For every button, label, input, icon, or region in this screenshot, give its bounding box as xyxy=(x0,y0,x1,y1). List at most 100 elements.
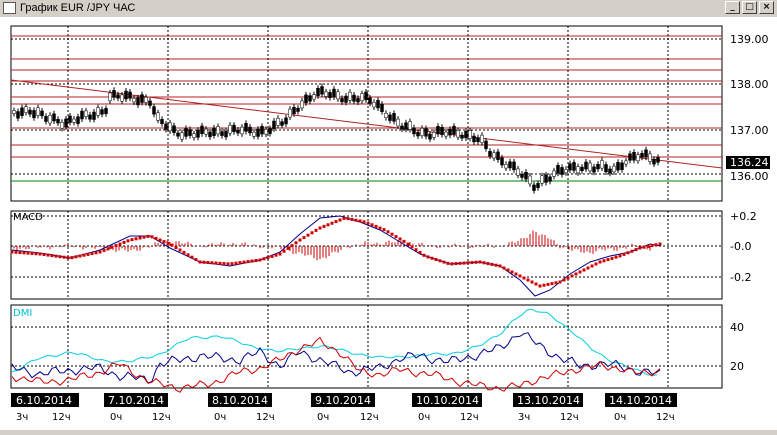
macd-signal-dot xyxy=(390,232,394,236)
hour-label-6: 12ч xyxy=(256,412,275,423)
macd-signal-dot xyxy=(490,262,494,266)
candle-body xyxy=(32,110,36,119)
macd-signal-dot xyxy=(426,255,430,259)
candle-body xyxy=(444,131,448,137)
hour-label-7: 0ч xyxy=(317,412,329,423)
macd-axis-plus02: +0.2 xyxy=(730,210,757,223)
candle-body xyxy=(72,118,76,123)
macd-signal-dot xyxy=(150,235,154,239)
candle-body xyxy=(368,97,372,104)
candle-body xyxy=(244,123,248,132)
macd-signal-dot xyxy=(10,250,14,254)
macd-signal-dot xyxy=(374,224,378,228)
macd-signal-dot xyxy=(434,258,438,262)
candle-body xyxy=(164,123,168,130)
macd-signal-dot xyxy=(586,266,590,270)
candle-body xyxy=(396,118,400,127)
macd-signal-dot xyxy=(386,230,390,234)
candle-body xyxy=(156,112,160,121)
candle-body xyxy=(436,126,440,135)
macd-signal-dot xyxy=(98,250,102,254)
hour-label-4: 12ч xyxy=(152,412,171,423)
macd-signal-dot xyxy=(58,255,62,259)
candle-body xyxy=(344,95,348,103)
candle-body xyxy=(20,107,24,117)
candle-body xyxy=(212,127,216,136)
macd-signal-dot xyxy=(258,258,262,262)
macd-signal-dot xyxy=(510,270,514,274)
candle-body xyxy=(452,125,456,135)
candle-body xyxy=(240,126,244,135)
macd-signal-dot xyxy=(638,246,642,250)
candle-body xyxy=(408,121,412,130)
candle-body xyxy=(512,161,516,171)
close-button[interactable]: × xyxy=(759,1,774,14)
macd-signal-dot xyxy=(226,262,230,266)
candle-body xyxy=(460,134,464,139)
macd-signal-dot xyxy=(354,218,358,222)
candle-body xyxy=(48,114,52,124)
candle-body xyxy=(136,97,140,106)
candle-body xyxy=(516,168,520,176)
candle-body xyxy=(320,86,324,95)
chart-svg[interactable]: 139.00 138.00 137.00 136.00 136.24 MACD … xyxy=(0,18,777,430)
date-box-4 xyxy=(311,393,375,407)
candle-body xyxy=(112,90,116,98)
macd-signal-dot xyxy=(174,246,178,250)
macd-signal-dot xyxy=(310,231,314,235)
candle-body xyxy=(68,115,72,123)
candle-body xyxy=(200,125,204,134)
candle-body xyxy=(608,168,612,174)
candle-body xyxy=(420,128,424,136)
price-candles xyxy=(12,83,660,194)
candle-body xyxy=(508,161,512,169)
macd-signal-dot xyxy=(618,254,622,258)
candle-body xyxy=(456,130,460,138)
macd-signal-dot xyxy=(138,236,142,240)
date-box-3 xyxy=(208,393,272,407)
macd-signal-dot xyxy=(582,268,586,272)
candle-body xyxy=(60,122,64,129)
macd-signal-dot xyxy=(414,248,418,252)
macd-axis-minus02: -0.2 xyxy=(730,271,751,284)
date-box-2 xyxy=(104,393,168,407)
macd-signal-dot xyxy=(118,242,122,246)
candle-body xyxy=(476,137,480,143)
chart-area[interactable]: 139.00 138.00 137.00 136.00 136.24 MACD … xyxy=(0,18,777,430)
candle-body xyxy=(28,109,32,115)
macd-signal-dot xyxy=(554,281,558,285)
minimize-button[interactable]: _ xyxy=(725,1,740,14)
macd-signal-dot xyxy=(498,264,502,268)
macd-signal-dot xyxy=(322,224,326,228)
candle-body xyxy=(388,114,392,121)
macd-signal-dot xyxy=(486,262,490,266)
candle-body xyxy=(612,165,616,173)
candle-body xyxy=(144,96,148,103)
candle-body xyxy=(40,110,44,117)
macd-signal-dot xyxy=(406,242,410,246)
candle-body xyxy=(268,128,272,134)
macd-signal-dot xyxy=(630,249,634,253)
candle-body xyxy=(588,162,592,172)
hour-label-1: 3ч xyxy=(16,412,28,423)
dmi-panel-frame xyxy=(10,304,723,389)
candle-body xyxy=(428,133,432,140)
macd-signal-dot xyxy=(458,261,462,265)
macd-signal-dot xyxy=(186,253,190,257)
macd-signal-dot xyxy=(74,255,78,259)
candle-body xyxy=(276,117,280,126)
candle-body xyxy=(184,128,188,137)
maximize-button[interactable]: □ xyxy=(742,1,757,14)
macd-signal-dot xyxy=(102,248,106,252)
candle-body xyxy=(252,131,256,137)
macd-signal-dot xyxy=(482,261,486,265)
macd-grid xyxy=(11,211,722,299)
candle-body xyxy=(332,88,336,98)
macd-signal-dot xyxy=(202,260,206,264)
candle-body xyxy=(572,162,576,171)
hour-label-2: 12ч xyxy=(52,412,71,423)
candle-body xyxy=(52,113,56,122)
macd-signal-dot xyxy=(606,258,610,262)
macd-signal-dot xyxy=(242,260,246,264)
candle-body xyxy=(220,131,224,136)
